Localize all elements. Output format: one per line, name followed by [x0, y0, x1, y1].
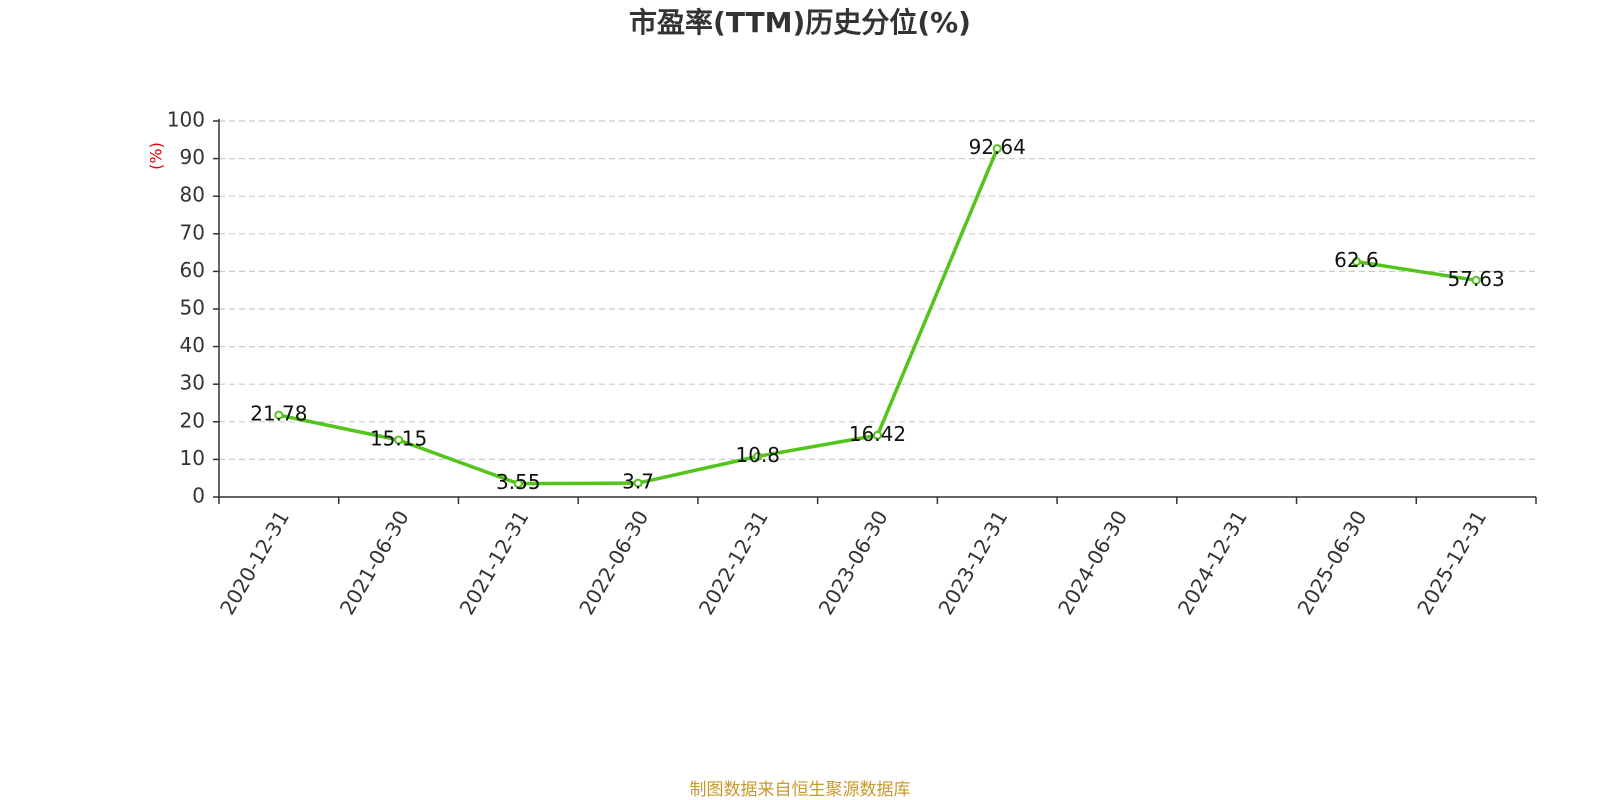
point-marker	[274, 410, 284, 420]
y-tick-label: 50	[180, 296, 205, 320]
y-tick-label: 100	[167, 108, 205, 132]
point-marker	[394, 435, 404, 445]
y-tick-label: 70	[180, 220, 205, 244]
data-label: 3.55	[496, 470, 541, 494]
data-label: 15.15	[370, 427, 427, 451]
source-note: 制图数据来自恒生聚源数据库	[690, 780, 911, 800]
x-tick-label: 2021-12-31	[455, 506, 534, 619]
y-tick-label: 80	[180, 183, 205, 207]
data-label: 57.63	[1448, 267, 1505, 291]
x-tick-label: 2022-12-31	[694, 506, 773, 619]
y-tick-label: 10	[180, 446, 205, 470]
data-label: 16.42	[849, 422, 906, 446]
data-label: 10.8	[736, 443, 781, 467]
point-marker	[753, 451, 763, 461]
point-marker	[992, 144, 1002, 154]
x-tick-label: 2024-06-30	[1053, 506, 1132, 619]
point-marker	[1351, 257, 1361, 267]
x-tick-label: 2025-06-30	[1293, 506, 1372, 619]
y-tick-label: 30	[180, 371, 205, 395]
y-tick-label: 0	[192, 484, 205, 508]
data-label: 92.64	[969, 135, 1026, 159]
data-label: 21.78	[250, 402, 307, 426]
data-label: 62.6	[1334, 248, 1379, 272]
y-tick-label: 90	[180, 145, 205, 169]
y-tick-label: 60	[180, 258, 205, 282]
y-tick-label: 40	[180, 333, 205, 357]
x-tick-label: 2022-06-30	[574, 506, 653, 619]
point-marker	[633, 478, 643, 488]
point-marker	[1471, 275, 1481, 285]
x-tick-label: 2024-12-31	[1173, 506, 1252, 619]
chart-title: 市盈率(TTM)历史分位(%)	[629, 6, 971, 39]
x-tick-label: 2023-12-31	[933, 506, 1012, 619]
point-marker	[873, 430, 882, 440]
point-marker	[513, 479, 523, 489]
y-axis-label: (%)	[147, 142, 166, 170]
x-tick-label: 2025-12-31	[1412, 506, 1491, 619]
x-tick-label: 2020-12-31	[215, 506, 294, 619]
x-tick-label: 2023-06-30	[814, 506, 893, 619]
data-label: 3.7	[622, 470, 654, 494]
y-tick-label: 20	[180, 408, 205, 432]
x-tick-label: 2021-06-30	[335, 506, 414, 619]
